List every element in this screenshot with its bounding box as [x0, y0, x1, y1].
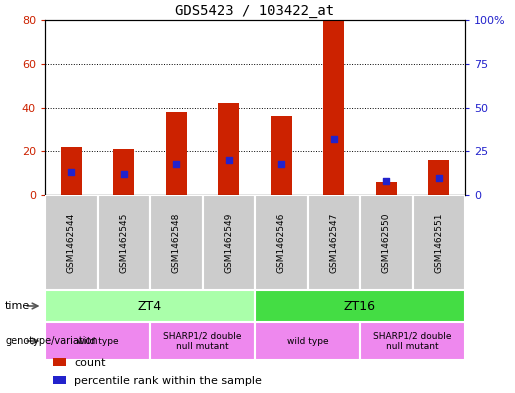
Point — [330, 136, 338, 142]
Text: SHARP1/2 double
null mutant: SHARP1/2 double null mutant — [163, 331, 242, 351]
Bar — [150, 322, 255, 360]
Bar — [307, 195, 360, 290]
Text: SHARP1/2 double
null mutant: SHARP1/2 double null mutant — [373, 331, 452, 351]
Point — [67, 169, 75, 175]
Text: ZT16: ZT16 — [344, 299, 376, 312]
Point — [382, 178, 390, 184]
Bar — [255, 195, 307, 290]
Bar — [54, 358, 66, 366]
Text: time: time — [5, 301, 30, 311]
Bar — [255, 290, 465, 322]
Bar — [413, 195, 465, 290]
Point — [119, 171, 128, 177]
Point — [435, 174, 443, 181]
Bar — [376, 182, 397, 195]
Bar — [218, 103, 239, 195]
Text: wild type: wild type — [287, 336, 329, 345]
Bar — [360, 195, 413, 290]
Bar — [271, 116, 292, 195]
Point — [277, 160, 285, 167]
Text: GSM1462546: GSM1462546 — [277, 212, 286, 273]
Bar — [428, 160, 449, 195]
Point — [225, 157, 233, 163]
Point — [172, 160, 180, 167]
Title: GDS5423 / 103422_at: GDS5423 / 103422_at — [176, 4, 335, 18]
Bar — [45, 195, 97, 290]
Bar — [61, 147, 82, 195]
Bar — [45, 322, 150, 360]
Bar — [323, 20, 344, 195]
Bar — [45, 290, 255, 322]
Bar — [54, 376, 66, 384]
Text: GSM1462544: GSM1462544 — [67, 212, 76, 273]
Text: GSM1462545: GSM1462545 — [119, 212, 128, 273]
Text: percentile rank within the sample: percentile rank within the sample — [74, 376, 262, 386]
Text: GSM1462551: GSM1462551 — [434, 212, 443, 273]
Bar — [150, 195, 202, 290]
Text: ZT4: ZT4 — [138, 299, 162, 312]
Bar — [360, 322, 465, 360]
Bar — [113, 149, 134, 195]
Text: GSM1462548: GSM1462548 — [171, 212, 181, 273]
Bar — [97, 195, 150, 290]
Text: count: count — [74, 358, 106, 368]
Text: genotype/variation: genotype/variation — [5, 336, 98, 346]
Bar — [166, 112, 187, 195]
Bar — [255, 322, 360, 360]
Bar — [202, 195, 255, 290]
Text: GSM1462549: GSM1462549 — [224, 212, 233, 273]
Text: GSM1462547: GSM1462547 — [329, 212, 338, 273]
Text: wild type: wild type — [77, 336, 118, 345]
Text: GSM1462550: GSM1462550 — [382, 212, 391, 273]
